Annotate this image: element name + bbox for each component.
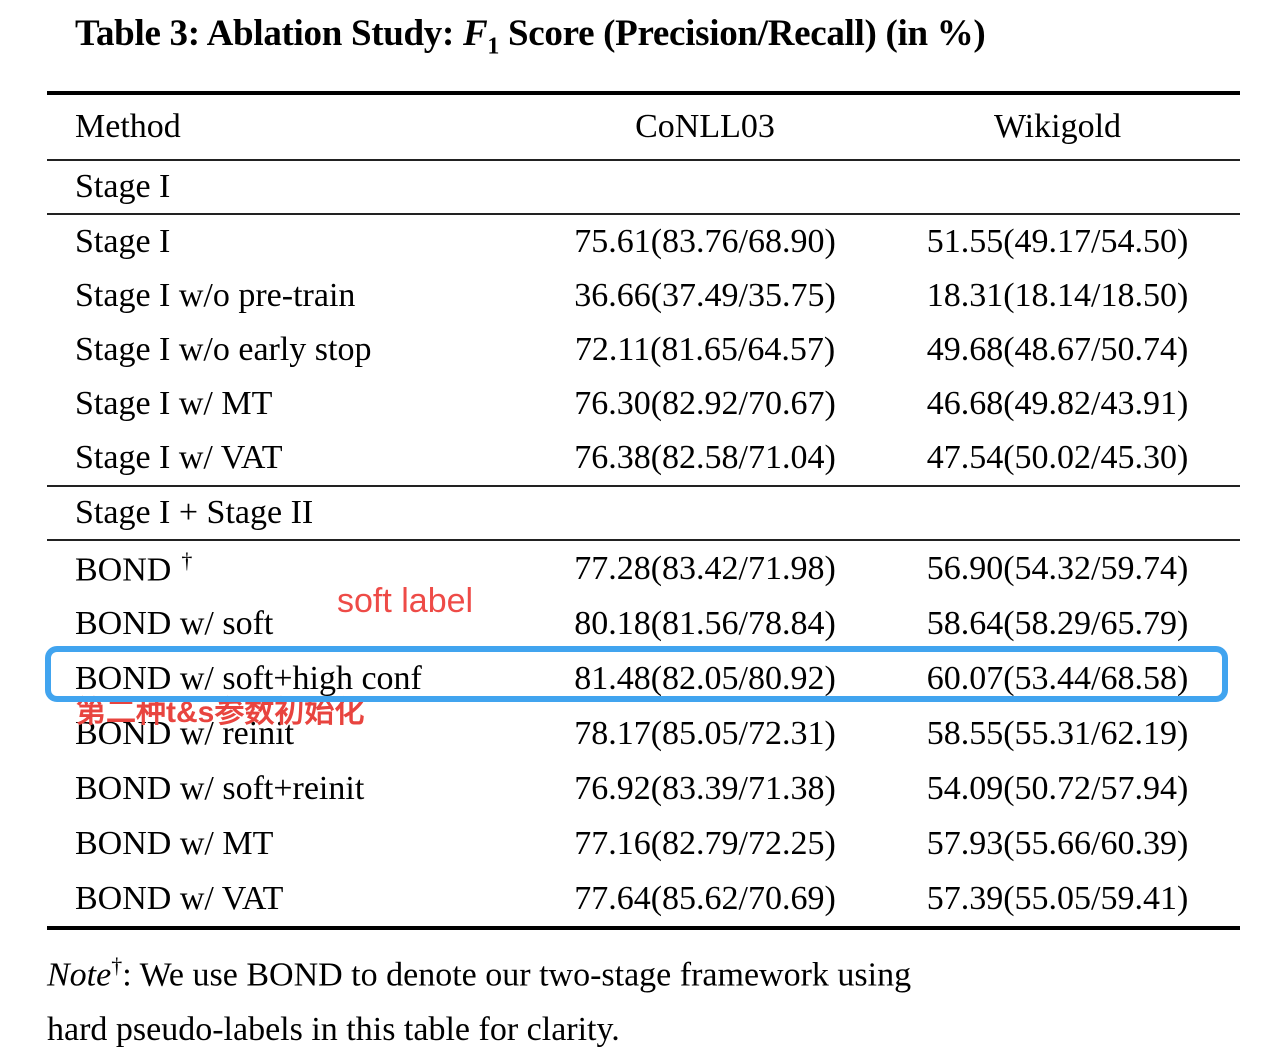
table-caption: Table 3: Ablation Study: F1 Score (Preci… — [75, 12, 986, 60]
cell-method: Stage I — [75, 223, 171, 260]
cell-method: BOND w/ soft+reinit — [75, 769, 365, 807]
cell-method: BOND w/ soft+high conf — [75, 659, 422, 697]
cell-wikigold: 60.07(53.44/68.58) — [926, 659, 1189, 697]
table-row-bond-soft-reinit: BOND w/ soft+reinit 76.92(83.39/71.38) 5… — [47, 761, 1240, 816]
table-header-row: Method CoNLL03 Wikigold — [47, 95, 1240, 161]
note-line2: hard pseudo-labels in this table for cla… — [47, 1011, 620, 1049]
table-row-bond-soft-highconf: BOND w/ soft+high conf 81.48(82.05/80.92… — [47, 651, 1240, 706]
cell-method: BOND w/ reinit — [75, 714, 295, 752]
table-row-bond-mt: BOND w/ MT 77.16(82.79/72.25) 57.93(55.6… — [47, 816, 1240, 871]
ablation-table: Method CoNLL03 Wikigold Stage I Stage I … — [47, 91, 1240, 930]
cell-conll03: 80.18(81.56/78.84) — [574, 604, 836, 642]
cell-conll03: 77.16(82.79/72.25) — [574, 824, 836, 862]
cell-method: Stage I w/ MT — [75, 385, 273, 422]
cell-conll03: 81.48(82.05/80.92) — [574, 659, 836, 697]
table-row-stage1-mt: Stage I w/ MT 76.30(82.92/70.67) 46.68(4… — [47, 377, 1240, 431]
cell-wikigold: 58.55(55.31/62.19) — [926, 714, 1189, 752]
header-conll03: CoNLL03 — [635, 108, 775, 145]
cell-conll03: 77.28(83.42/71.98) — [574, 549, 836, 587]
section-label-stage1-stage2: Stage I + Stage II — [75, 494, 314, 531]
cell-conll03: 78.17(85.05/72.31) — [574, 714, 836, 752]
table-row-stage1-wo-earlystop: Stage I w/o early stop 72.11(81.65/64.57… — [47, 323, 1240, 377]
cell-wikigold: 18.31(18.14/18.50) — [926, 277, 1189, 314]
caption-f1-math: F — [462, 13, 488, 54]
cell-method: BOND w/ MT — [75, 824, 274, 862]
cell-wikigold: 51.55(49.17/54.50) — [926, 223, 1189, 260]
soft-label-annotation: soft label — [337, 582, 474, 620]
table-row-bond: BOND † 77.28(83.42/71.98) 56.90(54.32/59.… — [47, 541, 1240, 596]
caption-suffix: Score (Precision/Recall) (in %) — [499, 13, 986, 54]
table-footnote: Note†: We use BOND to denote our two-sta… — [47, 938, 1232, 1057]
cell-conll03: 75.61(83.76/68.90) — [574, 223, 836, 260]
cell-method: BOND w/ VAT — [75, 879, 284, 917]
caption-prefix: Table 3: Ablation Study: — [75, 13, 463, 54]
table-row-stage1-vat: Stage I w/ VAT 76.38(82.58/71.04) 47.54(… — [47, 431, 1240, 487]
caption-f1-subscript: 1 — [487, 33, 500, 60]
cell-wikigold: 56.90(54.32/59.74) — [926, 549, 1189, 587]
header-wikigold: Wikigold — [993, 108, 1122, 145]
table-row-bond-soft: BOND w/ soft 80.18(81.56/78.84) 58.64(58… — [47, 596, 1240, 651]
cell-wikigold: 58.64(58.29/65.79) — [926, 604, 1189, 642]
note-colon: : — [122, 956, 140, 994]
note-word: Note — [47, 956, 112, 994]
section-row-stage1-stage2: Stage I + Stage II — [47, 487, 1240, 541]
cell-conll03: 72.11(81.65/64.57) — [574, 331, 836, 368]
cell-conll03: 36.66(37.49/35.75) — [574, 277, 836, 314]
cell-wikigold: 57.93(55.66/60.39) — [926, 824, 1189, 862]
dagger-mark: † — [181, 547, 193, 573]
note-line1: We use BOND to denote our two-stage fram… — [139, 956, 912, 994]
table-row-stage1: Stage I 75.61(83.76/68.90) 51.55(49.17/5… — [47, 215, 1240, 269]
bond-label: BOND — [75, 551, 172, 589]
section-row-stage1: Stage I — [47, 161, 1240, 215]
header-method: Method — [75, 108, 181, 145]
cell-method: Stage I w/o early stop — [75, 331, 372, 368]
cell-conll03: 76.30(82.92/70.67) — [574, 385, 836, 422]
cell-wikigold: 46.68(49.82/43.91) — [926, 385, 1189, 422]
cell-method: BOND w/ soft — [75, 604, 274, 642]
cell-conll03: 76.38(82.58/71.04) — [574, 439, 836, 476]
cell-wikigold: 54.09(50.72/57.94) — [926, 769, 1189, 807]
cell-conll03: 76.92(83.39/71.38) — [574, 769, 836, 807]
table-row-stage1-wo-pretrain: Stage I w/o pre-train 36.66(37.49/35.75)… — [47, 269, 1240, 323]
cell-wikigold: 47.54(50.02/45.30) — [926, 439, 1189, 476]
note-dagger-mark: † — [111, 953, 123, 978]
highlight-box — [45, 646, 1228, 702]
cell-conll03: 77.64(85.62/70.69) — [574, 879, 836, 917]
cell-method: Stage I w/o pre-train — [75, 277, 356, 314]
table-row-bond-reinit: BOND w/ reinit 78.17(85.05/72.31) 58.55(… — [47, 706, 1240, 761]
table-row-bond-vat: BOND w/ VAT 77.64(85.62/70.69) 57.39(55.… — [47, 871, 1240, 926]
section-label-stage1: Stage I — [75, 168, 171, 205]
cell-wikigold: 49.68(48.67/50.74) — [926, 331, 1189, 368]
cell-wikigold: 57.39(55.05/59.41) — [926, 879, 1189, 917]
cell-method: BOND † — [47, 548, 535, 589]
cell-method: Stage I w/ VAT — [75, 439, 283, 476]
